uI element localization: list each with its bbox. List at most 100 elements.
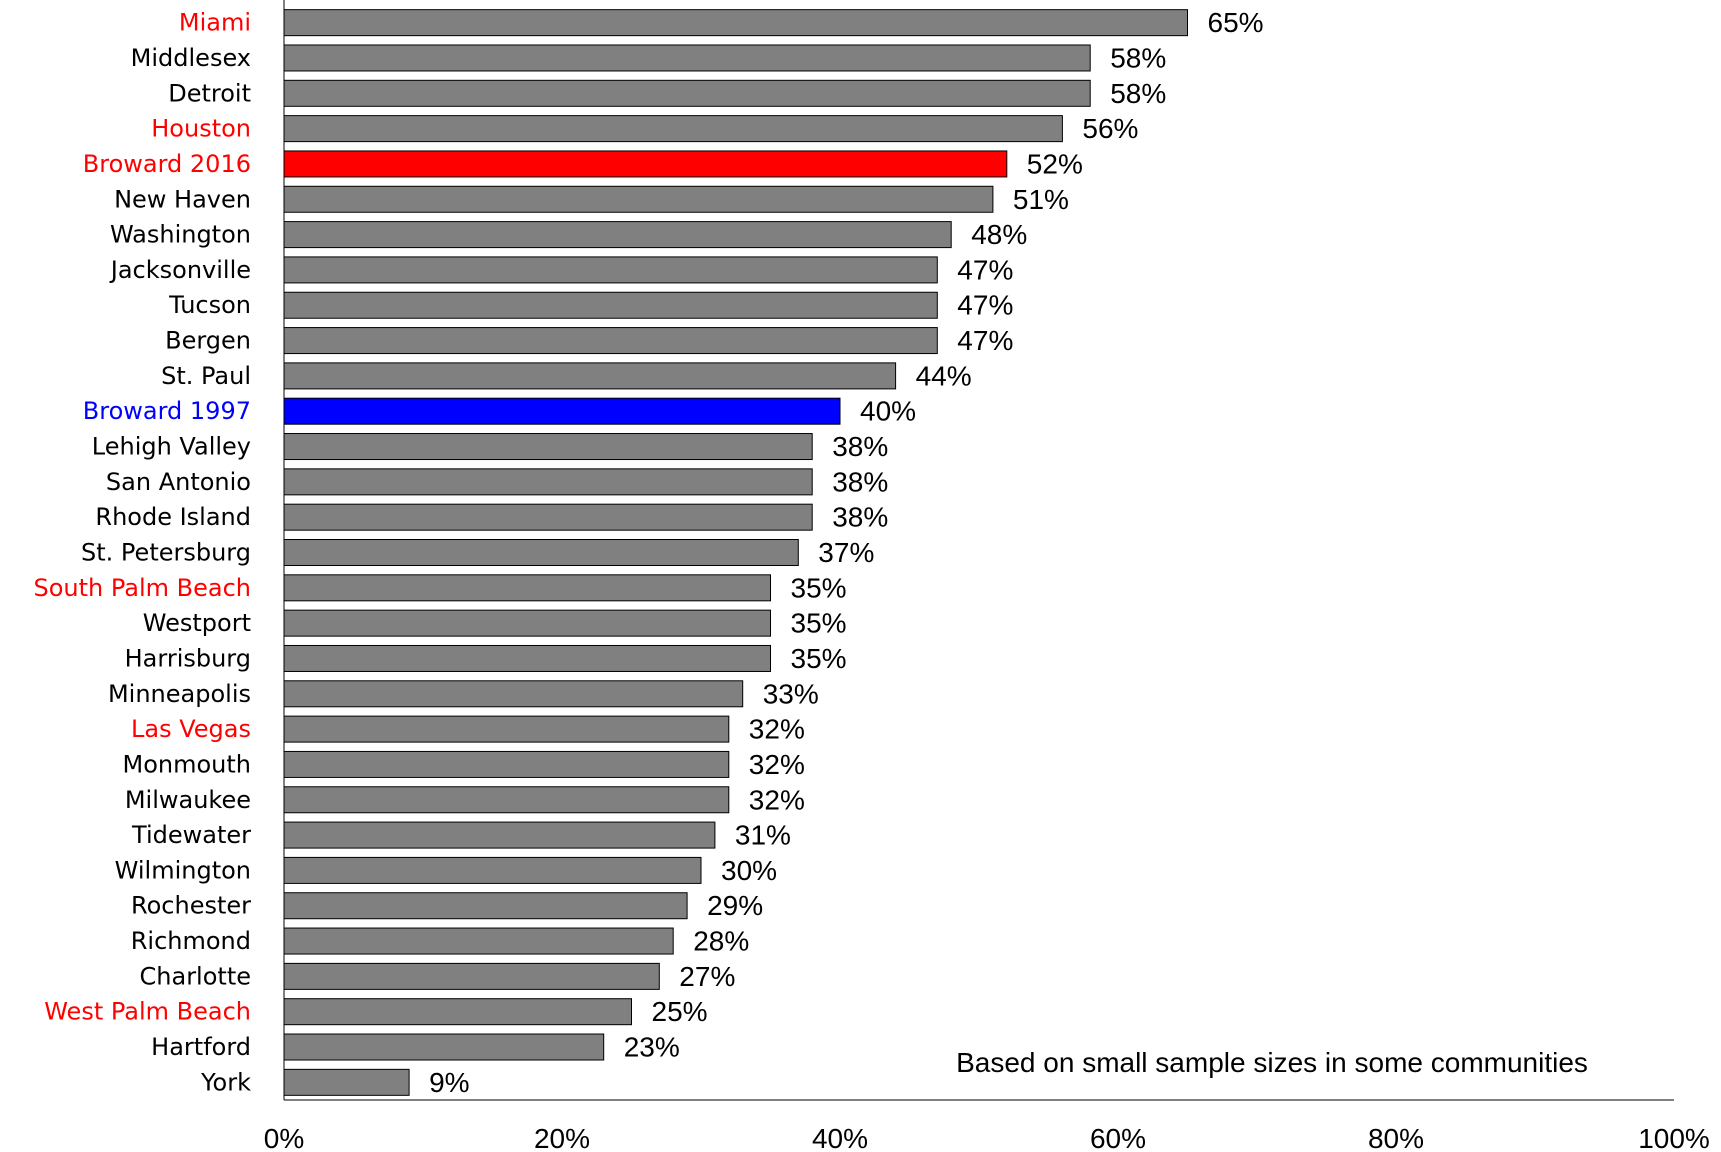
category-label: Rhode Island	[95, 503, 251, 531]
value-label: 37%	[818, 537, 874, 568]
value-label: 23%	[624, 1032, 680, 1063]
value-label: 28%	[693, 926, 749, 957]
bar	[283, 574, 771, 602]
bar	[283, 962, 660, 990]
category-label: Charlotte	[140, 962, 251, 990]
bar	[283, 256, 938, 284]
x-tick-label: 80%	[1368, 1123, 1424, 1152]
value-label: 52%	[1027, 148, 1083, 179]
bar	[283, 539, 799, 566]
x-tick-label: 20%	[534, 1123, 590, 1152]
category-label: York	[200, 1068, 251, 1096]
category-label: Tidewater	[131, 821, 251, 849]
value-label: 47%	[957, 290, 1013, 321]
bar	[283, 1033, 605, 1061]
value-label: 44%	[916, 360, 972, 391]
bar	[283, 115, 1063, 143]
bar	[283, 185, 994, 213]
category-label: Harrisburg	[125, 644, 251, 672]
bar	[283, 150, 1008, 178]
category-label: New Haven	[114, 185, 251, 213]
category-label: Westport	[143, 609, 251, 637]
bar	[283, 503, 813, 531]
category-label: West Palm Beach	[44, 998, 251, 1026]
category-label: Tucson	[168, 291, 251, 319]
value-label: 48%	[971, 219, 1027, 250]
category-label: St. Petersburg	[81, 539, 251, 567]
value-label: 47%	[957, 254, 1013, 285]
value-label: 35%	[791, 643, 847, 674]
sample-size-note: Based on small sample sizes in some comm…	[956, 1047, 1588, 1078]
bar	[283, 79, 1091, 107]
value-label: 27%	[679, 961, 735, 992]
category-label: Broward 1997	[83, 397, 251, 425]
value-label: 29%	[707, 890, 763, 921]
x-tick-label: 40%	[812, 1123, 868, 1152]
bar	[283, 680, 744, 708]
value-label: 65%	[1208, 7, 1264, 38]
value-label: 30%	[721, 855, 777, 886]
value-label: 31%	[735, 820, 791, 851]
bar	[283, 892, 688, 920]
category-label: Jacksonville	[109, 256, 251, 284]
category-label: Milwaukee	[125, 786, 251, 814]
value-label: 25%	[652, 996, 708, 1027]
bar	[283, 715, 730, 743]
bars-layer	[283, 9, 1188, 1096]
value-label: 38%	[832, 502, 888, 533]
bar	[283, 44, 1091, 72]
category-label: South Palm Beach	[34, 574, 252, 602]
category-label: Middlesex	[131, 44, 251, 72]
x-tick-label: 100%	[1638, 1123, 1710, 1152]
x-tick-labels: 0% 20% 40% 60% 80% 100%	[264, 1123, 1710, 1152]
bar	[283, 644, 771, 672]
category-label: Detroit	[168, 79, 251, 107]
value-labels: 65% 58% 58% 56% 52% 51% 48% 47% 47% 47% 44%40% 38% 3…	[429, 7, 1263, 1098]
bar	[283, 998, 632, 1026]
category-label: St. Paul	[161, 362, 251, 390]
value-label: 32%	[749, 784, 805, 815]
bar	[283, 362, 897, 390]
bar	[283, 327, 938, 355]
bar	[283, 609, 771, 637]
category-label: Lehigh Valley	[92, 433, 251, 461]
value-label: 38%	[832, 466, 888, 497]
bar	[283, 821, 716, 849]
category-label: Las Vegas	[131, 715, 251, 743]
category-labels: Miami Middlesex Detroit Houston Broward 2016…	[34, 9, 252, 1097]
category-label: Houston	[151, 115, 251, 143]
category-label: Bergen	[165, 327, 251, 355]
value-label: 40%	[860, 396, 916, 427]
bar	[283, 9, 1188, 37]
value-label: 56%	[1082, 113, 1138, 144]
bar	[283, 221, 952, 249]
category-label: Minneapolis	[108, 680, 251, 708]
value-label: 58%	[1110, 78, 1166, 109]
bar	[283, 433, 813, 461]
value-label: 35%	[791, 572, 847, 603]
bar	[283, 468, 813, 496]
value-label: 32%	[749, 749, 805, 780]
category-label: Broward 2016	[83, 150, 251, 178]
value-label: 9%	[429, 1067, 469, 1098]
value-label: 35%	[791, 608, 847, 639]
bar	[283, 750, 730, 778]
category-label: Richmond	[131, 927, 251, 955]
bar	[283, 927, 674, 955]
value-label: 47%	[957, 325, 1013, 356]
value-label: 32%	[749, 714, 805, 745]
category-label: Monmouth	[123, 750, 252, 778]
value-label: 58%	[1110, 42, 1166, 73]
bar	[283, 1068, 410, 1096]
bar	[283, 786, 730, 814]
x-tick-label: 0%	[264, 1123, 304, 1152]
x-tick-label: 60%	[1090, 1123, 1146, 1152]
value-label: 33%	[763, 678, 819, 709]
category-label: Washington	[110, 221, 251, 249]
category-label: Miami	[179, 9, 251, 37]
value-label: 51%	[1013, 184, 1069, 215]
category-label: Wilmington	[115, 856, 251, 884]
bar	[283, 291, 938, 319]
value-label: 38%	[832, 431, 888, 462]
